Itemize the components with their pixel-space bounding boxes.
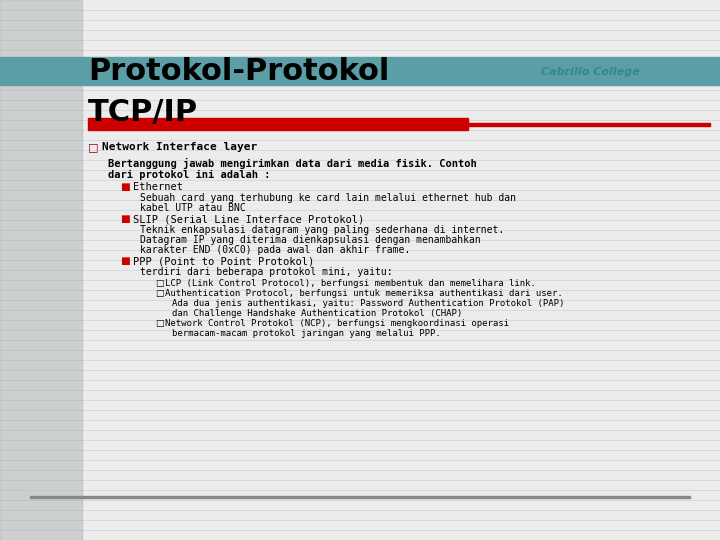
Text: Authentication Protocol, berfungsi untuk memeriksa authentikasi dari user.: Authentication Protocol, berfungsi untuk… — [165, 289, 563, 298]
Text: Protokol-Protokol: Protokol-Protokol — [88, 57, 390, 86]
Text: PPP (Point to Point Protokol): PPP (Point to Point Protokol) — [133, 256, 314, 266]
Text: □: □ — [88, 142, 99, 152]
Bar — [0, 0, 82, 540]
Text: terdiri dari beberapa protokol mini, yaitu:: terdiri dari beberapa protokol mini, yai… — [140, 267, 392, 277]
Text: Network Control Protokol (NCP), berfungsi mengkoordinasi operasi: Network Control Protokol (NCP), berfungs… — [165, 319, 509, 328]
Text: TCP/IP: TCP/IP — [88, 98, 198, 126]
Text: ■: ■ — [120, 256, 130, 266]
Text: bermacam-macam protokol jaringan yang melalui PPP.: bermacam-macam protokol jaringan yang me… — [172, 329, 441, 338]
Text: Datagram IP yang diterima dienkapsulasi dengan menambahkan: Datagram IP yang diterima dienkapsulasi … — [140, 235, 481, 245]
Text: Ethernet: Ethernet — [133, 182, 183, 192]
Text: SLIP (Serial Line Interface Protokol): SLIP (Serial Line Interface Protokol) — [133, 214, 364, 224]
Text: □: □ — [155, 289, 163, 298]
Bar — [0, 57, 720, 85]
Text: □: □ — [155, 319, 163, 328]
Text: □: □ — [155, 279, 163, 288]
Text: Bertanggung jawab mengirimkan data dari media fisik. Contoh: Bertanggung jawab mengirimkan data dari … — [108, 158, 477, 169]
Text: karakter END (0xC0) pada awal dan akhir frame.: karakter END (0xC0) pada awal dan akhir … — [140, 245, 410, 255]
Text: dan Challenge Handshake Authentication Protokol (CHAP): dan Challenge Handshake Authentication P… — [172, 309, 462, 318]
Bar — [30, 496, 690, 498]
Text: kabel UTP atau BNC: kabel UTP atau BNC — [140, 203, 246, 213]
Text: Ada dua jenis authentikasi, yaitu: Password Authentication Protokol (PAP): Ada dua jenis authentikasi, yaitu: Passw… — [172, 299, 564, 308]
Bar — [468, 123, 710, 126]
Text: Network Interface layer: Network Interface layer — [102, 142, 257, 152]
Text: dari protokol ini adalah :: dari protokol ini adalah : — [108, 170, 271, 180]
Bar — [88, 118, 468, 130]
Text: Cabrillo College: Cabrillo College — [541, 67, 639, 77]
Text: ■: ■ — [120, 214, 130, 224]
Text: LCP (Link Control Protocol), berfungsi membentuk dan memelihara link.: LCP (Link Control Protocol), berfungsi m… — [165, 279, 536, 288]
Text: Sebuah card yang terhubung ke card lain melalui ethernet hub dan: Sebuah card yang terhubung ke card lain … — [140, 193, 516, 203]
Text: ■: ■ — [120, 182, 130, 192]
Text: Teknik enkapsulasi datagram yang paling sederhana di internet.: Teknik enkapsulasi datagram yang paling … — [140, 225, 504, 235]
